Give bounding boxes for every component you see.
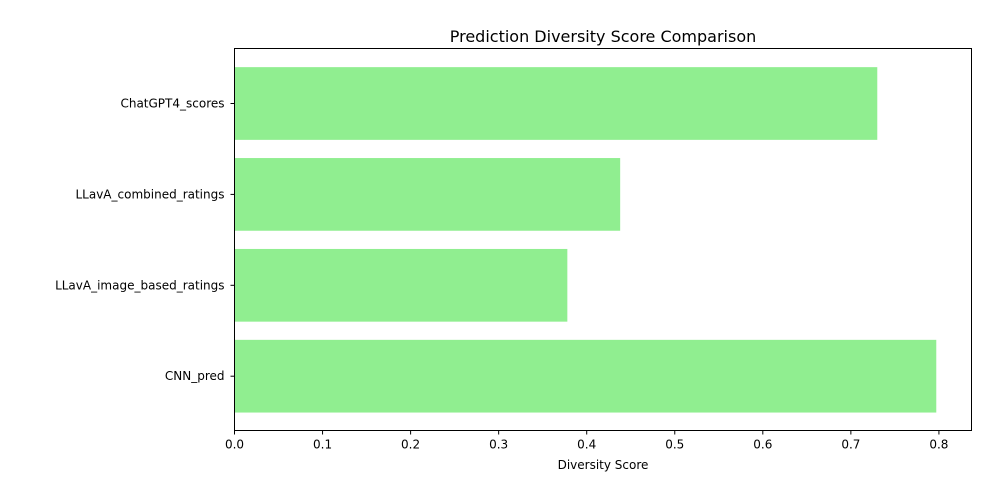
x-tick-label: 0.6 [753, 438, 772, 452]
bar-ChatGPT4_scores [234, 67, 878, 140]
bars-layer [234, 67, 937, 413]
bar-LLavA_combined_ratings [234, 158, 621, 231]
x-tick-label: 0.5 [665, 438, 684, 452]
x-tick-label: 0.4 [577, 438, 596, 452]
x-tick-label: 0.7 [841, 438, 860, 452]
y-tick-label: ChatGPT4_scores [120, 97, 224, 111]
x-axis-ticks: 0.0 0.1 0.2 0.3 0.4 0.5 0.6 0.7 0.8 [225, 430, 948, 452]
y-tick-label: CNN_pred [165, 369, 225, 383]
y-tick-label: LLavA_combined_ratings [75, 187, 224, 201]
bar-CNN_pred [234, 339, 937, 413]
x-tick-label: 0.1 [313, 438, 332, 452]
y-tick-label: LLavA_image_based_ratings [55, 278, 224, 292]
bar-LLavA_image_based_ratings [234, 248, 568, 322]
x-tick-label: 0.8 [929, 438, 948, 452]
x-axis-label: Diversity Score [558, 458, 649, 472]
x-tick-label: 0.0 [225, 438, 244, 452]
x-tick-label: 0.2 [401, 438, 420, 452]
y-axis-ticks: ChatGPT4_scores LLavA_combined_ratings LLa… [55, 97, 235, 383]
plot-frame [234, 48, 972, 431]
x-tick-label: 0.3 [489, 438, 508, 452]
chart-title: Prediction Diversity Score Comparison [450, 27, 757, 46]
